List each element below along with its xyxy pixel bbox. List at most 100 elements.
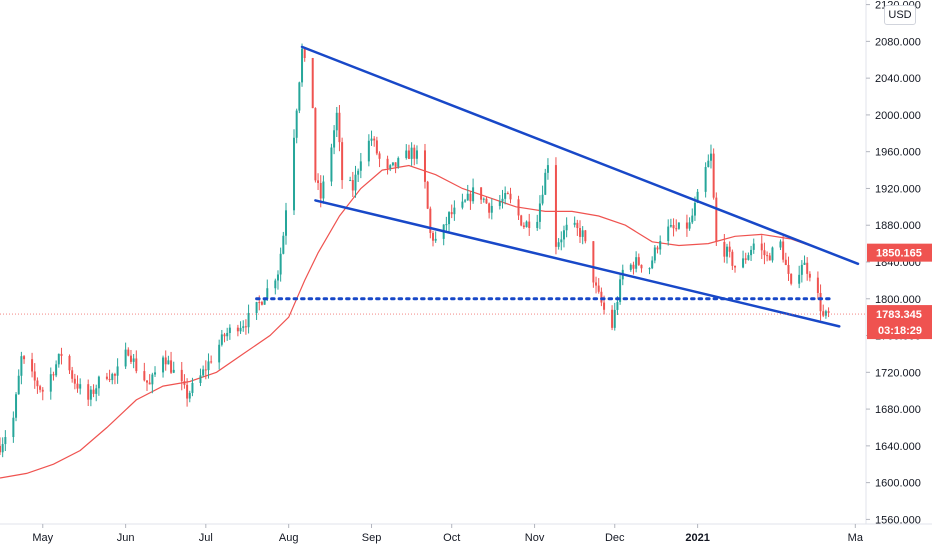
candle-body [146,380,149,383]
candle [525,220,528,228]
candle [554,157,557,255]
candle-body [244,326,247,328]
candle [60,347,63,365]
candle-body [389,165,392,169]
candle [391,162,394,167]
candle-body [378,153,381,159]
candle-body [357,170,360,175]
candle-body [335,112,338,131]
candle-body [669,225,672,227]
candle-body [263,299,266,305]
candle-body [111,374,114,381]
candle [162,355,165,378]
candle [410,142,413,166]
candle-body [573,222,576,225]
candle-body [656,247,659,250]
candle-body [151,374,154,385]
candle [338,105,341,152]
y-tick-label: 1640.000 [875,441,921,453]
candle [726,243,729,264]
candle [659,235,662,255]
candle-body [127,349,130,356]
candle-body [509,193,512,200]
candle [260,300,263,306]
candle-body [239,327,242,332]
candle [562,225,565,248]
candle-body [712,153,715,198]
candle-body [105,376,108,379]
candle [0,437,1,455]
candle-body [129,355,132,362]
candle [557,238,560,250]
candle-body [20,356,23,376]
candle-body [386,158,389,169]
candle [79,378,82,395]
candle [752,238,755,254]
candle-body [709,153,712,161]
candle [33,363,36,389]
candle-body [803,262,806,265]
candle-body [603,302,606,310]
candle-body [95,388,98,394]
y-tick-label: 1800.000 [875,294,921,306]
y-tick-label: 1720.000 [875,367,921,379]
candle-body [415,150,418,159]
candle [637,253,640,267]
candle-body [469,193,472,202]
candle [386,155,389,175]
candle-body [317,180,320,183]
candle-body [71,370,74,379]
candle-body [640,264,643,269]
candle [148,374,151,385]
candle-body [15,394,18,418]
candle-body [445,224,448,226]
candle [672,218,675,237]
candle [210,355,213,364]
candle-body [554,165,557,247]
candle [709,144,712,169]
candle-body [73,378,76,384]
candle [766,251,769,262]
candle [76,375,79,393]
candle-body [207,361,210,371]
currency-label[interactable]: USD [884,5,916,25]
candle [204,360,207,380]
candle [370,130,373,146]
candle [482,197,485,203]
candle [750,245,753,261]
candle-body [4,437,7,445]
time-axis[interactable]: May Jun Jul Aug Sep Oct Nov Dec 2021 Ma [32,524,864,544]
candle-body [432,232,434,241]
candle [199,368,202,387]
candle-body [685,222,688,229]
y-tick-label: 1560.000 [875,514,921,526]
candle-body [768,255,771,261]
candle [303,47,306,62]
candle [333,125,336,155]
candle-body [488,203,491,213]
candle-body [501,198,504,202]
candle-body [242,326,245,328]
x-tick-label: Nov [525,532,545,544]
candle-body [723,241,726,257]
candle [669,218,672,228]
candle-body [485,198,488,204]
price-axis[interactable]: 1560.000 1600.000 1640.000 1680.000 1720.000… [866,0,921,526]
current-price-label: 1783.345 [876,309,922,321]
candle [415,145,418,165]
candle-body [576,222,579,229]
candle [295,108,298,144]
candle [760,235,763,259]
candle [247,304,250,334]
candle [723,234,726,263]
candle [359,152,362,179]
candle [207,353,210,379]
candle [223,332,226,343]
candle [800,260,803,283]
x-tick-label: Sep [362,532,382,544]
upper-trendline[interactable] [300,45,860,266]
candle [429,206,432,239]
x-tick-label: Oct [443,532,460,544]
lower-trendline[interactable] [314,199,841,328]
